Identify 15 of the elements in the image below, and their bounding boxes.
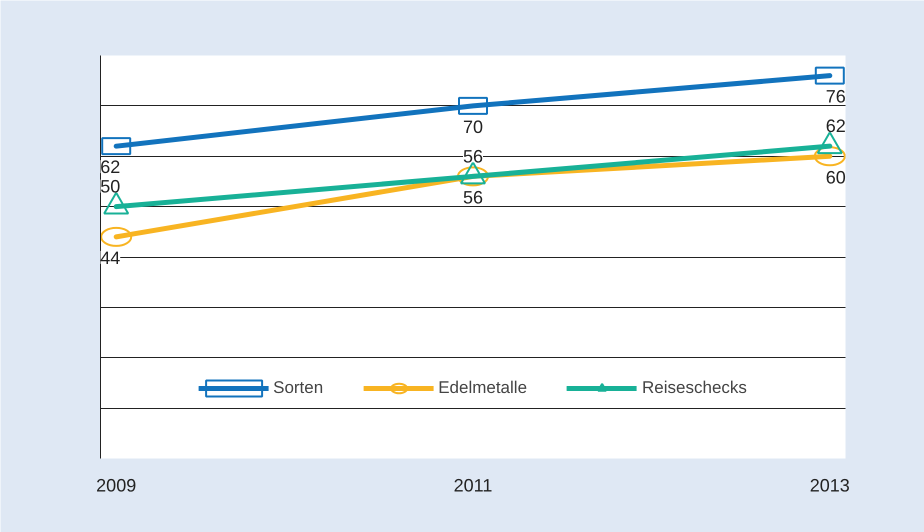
x-tick-label: 2011 bbox=[454, 476, 492, 496]
data-label: 56 bbox=[462, 187, 484, 208]
data-label: 76 bbox=[826, 86, 846, 107]
data-label: 56 bbox=[462, 146, 484, 166]
data-label: 50 bbox=[100, 176, 120, 197]
legend-label: Edelmetalle bbox=[438, 378, 528, 398]
x-tick-label: 2013 bbox=[810, 476, 850, 496]
data-label: 62 bbox=[826, 116, 846, 136]
x-tick-label: 2009 bbox=[96, 476, 136, 496]
legend-label: Sorten bbox=[273, 378, 324, 398]
data-label: 62 bbox=[100, 157, 120, 178]
data-label: 70 bbox=[462, 116, 484, 137]
data-label: 44 bbox=[100, 248, 120, 268]
data-label: 60 bbox=[826, 167, 846, 188]
legend-label: Reiseschecks bbox=[642, 378, 747, 398]
